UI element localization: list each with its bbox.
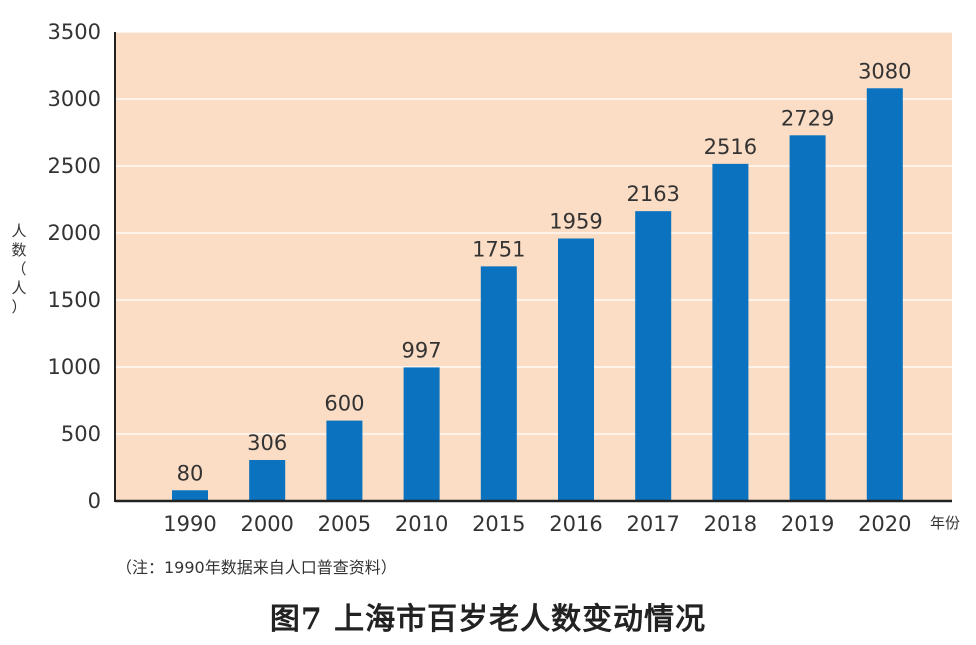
data-label: 306 — [247, 431, 287, 455]
data-label: 2516 — [704, 135, 757, 159]
data-label: 80 — [177, 461, 204, 485]
bar — [172, 490, 208, 501]
data-label: 997 — [402, 338, 442, 362]
x-tick-label: 1990 — [163, 512, 216, 536]
data-label: 600 — [324, 392, 364, 416]
x-tick-label: 2000 — [240, 512, 293, 536]
x-tick-label: 2018 — [704, 512, 757, 536]
x-axis-unit-label: 年份 — [930, 514, 960, 532]
y-tick-label: 1500 — [48, 288, 101, 312]
bar — [480, 266, 517, 501]
y-axis-title-char: （ — [11, 260, 27, 278]
x-tick-label: 2017 — [626, 512, 679, 536]
x-tick-label: 2005 — [318, 512, 371, 536]
data-label: 2729 — [781, 106, 834, 130]
bar — [866, 88, 903, 501]
data-label: 3080 — [858, 59, 911, 83]
bar — [789, 135, 826, 501]
gridlines — [115, 31, 952, 435]
x-tick-label: 2020 — [858, 512, 911, 536]
chart-title: 图7 上海市百岁老人数变动情况 — [269, 602, 707, 637]
y-axis-title-char: 人 — [11, 279, 27, 297]
y-tick-label: 0 — [88, 489, 101, 513]
data-label: 2163 — [626, 182, 679, 206]
bar — [249, 459, 286, 501]
x-tick-label: 2010 — [395, 512, 448, 536]
data-label: 1959 — [549, 209, 602, 233]
x-tick-label: 2019 — [781, 512, 834, 536]
bar — [712, 163, 749, 501]
bar — [326, 420, 363, 501]
y-tick-label: 1000 — [48, 355, 101, 379]
y-tick-label: 3000 — [48, 87, 101, 111]
bar — [403, 367, 440, 501]
plot-area — [115, 32, 952, 501]
x-tick-label: 2015 — [472, 512, 525, 536]
x-tick-label: 2016 — [549, 512, 602, 536]
y-axis-title-char: 人 — [11, 222, 27, 240]
y-axis-title-char: ） — [11, 298, 27, 316]
axes: 0 500 1000 1500 2000 2500 3000 3500 1990 2000 2005… — [48, 20, 952, 536]
bar — [558, 238, 594, 501]
y-axis-title-char: 数 — [11, 241, 27, 259]
y-tick-label: 2500 — [48, 154, 101, 178]
data-labels: 80 306 600 997 1751 1959 2163 2516 2729 3080 — [177, 59, 912, 485]
bars — [172, 88, 903, 501]
bar — [635, 211, 672, 501]
chart-footnote: （注：1990年数据来自人口普查资料） — [116, 558, 397, 577]
bar-chart: 80 306 600 997 1751 1959 2163 2516 2729 3080 0 500… — [48, 20, 960, 536]
y-tick-label: 3500 — [48, 20, 101, 44]
y-axis-title: 人 数 （ 人 ） — [8, 222, 30, 317]
data-label: 1751 — [472, 237, 525, 261]
y-tick-label: 500 — [61, 422, 101, 446]
y-tick-label: 2000 — [48, 221, 101, 245]
